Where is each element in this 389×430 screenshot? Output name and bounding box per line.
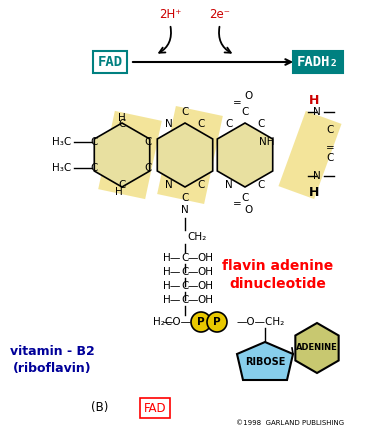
- Text: C: C: [241, 193, 249, 203]
- Text: H: H: [118, 113, 126, 123]
- Text: C: C: [181, 295, 189, 305]
- Text: C: C: [181, 281, 189, 291]
- Polygon shape: [295, 323, 339, 373]
- Circle shape: [207, 312, 227, 332]
- Text: C: C: [181, 107, 189, 117]
- Text: CH₂: CH₂: [187, 232, 206, 242]
- Text: C: C: [241, 107, 249, 117]
- Text: C: C: [118, 180, 126, 190]
- Text: —: —: [188, 295, 198, 305]
- Circle shape: [191, 312, 211, 332]
- Text: H: H: [115, 187, 123, 197]
- Text: H₂C: H₂C: [153, 317, 173, 327]
- Text: C: C: [257, 180, 265, 190]
- Text: N: N: [165, 119, 173, 129]
- Text: N: N: [313, 171, 321, 181]
- Text: C: C: [181, 193, 189, 203]
- Text: flavin adenine
dinucleotide: flavin adenine dinucleotide: [223, 259, 334, 291]
- Text: —: —: [188, 253, 198, 263]
- Polygon shape: [237, 342, 293, 380]
- Polygon shape: [94, 123, 150, 187]
- Text: —: —: [170, 267, 180, 277]
- Text: C: C: [197, 180, 205, 190]
- Text: N: N: [165, 180, 173, 190]
- Text: OH: OH: [197, 253, 213, 263]
- Text: OH: OH: [197, 295, 213, 305]
- Text: C: C: [197, 119, 205, 129]
- Text: C: C: [326, 125, 334, 135]
- Text: N: N: [313, 107, 321, 117]
- Text: H: H: [163, 267, 171, 277]
- Text: H: H: [163, 295, 171, 305]
- Text: FADH₂: FADH₂: [297, 55, 339, 69]
- Polygon shape: [279, 111, 342, 199]
- Text: P: P: [213, 317, 221, 327]
- Text: H: H: [163, 253, 171, 263]
- Text: OH: OH: [197, 267, 213, 277]
- Text: —O—: —O—: [163, 317, 191, 327]
- Text: FAD: FAD: [144, 402, 166, 415]
- Text: 2H⁺: 2H⁺: [159, 9, 181, 22]
- Text: C: C: [257, 119, 265, 129]
- Text: OH: OH: [197, 281, 213, 291]
- Text: C: C: [181, 253, 189, 263]
- Polygon shape: [157, 106, 223, 204]
- Text: —O—CH₂: —O—CH₂: [237, 317, 285, 327]
- Text: C: C: [118, 119, 126, 129]
- Text: ©1998  GARLAND PUBLISHING: ©1998 GARLAND PUBLISHING: [236, 420, 344, 426]
- Text: —: —: [170, 281, 180, 291]
- Text: —: —: [170, 253, 180, 263]
- Text: —: —: [188, 267, 198, 277]
- Text: H₃C: H₃C: [53, 137, 72, 147]
- Text: O: O: [245, 205, 253, 215]
- Text: N: N: [225, 180, 233, 190]
- Text: ADENINE: ADENINE: [296, 344, 338, 353]
- Text: FAD: FAD: [97, 55, 123, 69]
- Text: 2e⁻: 2e⁻: [210, 9, 231, 22]
- Text: vitamin - B2
(riboflavin): vitamin - B2 (riboflavin): [10, 345, 95, 375]
- Text: C: C: [225, 119, 233, 129]
- Text: H: H: [309, 185, 319, 199]
- Text: P: P: [197, 317, 205, 327]
- Text: N: N: [181, 205, 189, 215]
- Text: H: H: [163, 281, 171, 291]
- Text: C: C: [326, 153, 334, 163]
- Text: C: C: [90, 163, 98, 173]
- Polygon shape: [217, 123, 273, 187]
- Text: =: =: [233, 98, 242, 108]
- Text: (B): (B): [91, 402, 109, 415]
- Text: =: =: [326, 143, 335, 153]
- Text: NH: NH: [259, 137, 275, 147]
- Text: —: —: [188, 281, 198, 291]
- Text: O: O: [245, 91, 253, 101]
- Text: RIBOSE: RIBOSE: [245, 357, 285, 367]
- Text: H₃C: H₃C: [53, 163, 72, 173]
- Polygon shape: [157, 123, 213, 187]
- Text: H: H: [309, 93, 319, 107]
- Text: C: C: [144, 137, 152, 147]
- Text: —: —: [170, 295, 180, 305]
- Text: C: C: [181, 267, 189, 277]
- Text: C: C: [90, 137, 98, 147]
- Text: C: C: [144, 163, 152, 173]
- Text: =: =: [233, 199, 242, 209]
- Polygon shape: [98, 111, 162, 199]
